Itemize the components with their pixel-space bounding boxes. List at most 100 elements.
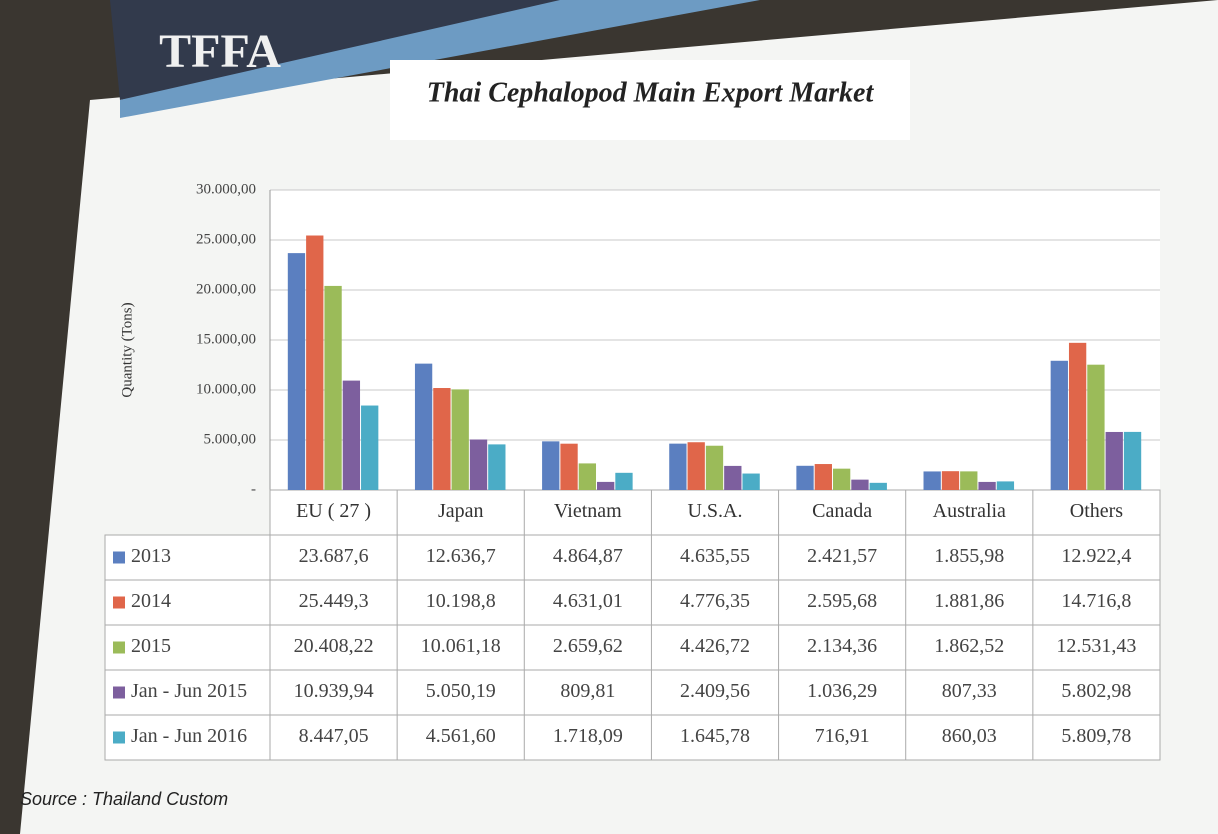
value-label: 807,33 (942, 680, 997, 702)
bar (1105, 431, 1123, 490)
legend-label: Jan - Jun 2016 (131, 725, 247, 747)
legend-label: 2013 (131, 545, 171, 567)
value-label: 5.809,78 (1061, 725, 1131, 747)
value-label: 8.447,05 (299, 725, 369, 747)
value-label: 4.635,55 (680, 545, 750, 567)
chart-title: Thai Cephalopod Main Export Market (427, 77, 875, 108)
bar (941, 471, 960, 490)
bar (287, 253, 306, 490)
bar (851, 479, 869, 490)
y-tick-label: 20.000,00 (196, 281, 256, 297)
legend-swatch (113, 686, 125, 699)
value-label: 5.050,19 (426, 680, 496, 702)
bar (996, 481, 1015, 490)
y-tick-label: 15.000,00 (196, 331, 256, 347)
value-label: 5.802,98 (1061, 680, 1131, 702)
bar (923, 471, 941, 490)
bar (414, 363, 433, 490)
value-label: 10.061,18 (421, 635, 501, 657)
value-label: 716,91 (815, 725, 870, 747)
category-label: Japan (438, 500, 484, 522)
legend-swatch (113, 596, 125, 609)
bar (705, 445, 724, 490)
legend-swatch (113, 551, 125, 564)
bar (542, 441, 560, 490)
value-label: 4.864,87 (553, 545, 623, 567)
bar (433, 388, 451, 490)
bar (469, 439, 488, 490)
category-label: Canada (812, 500, 872, 522)
value-label: 1.036,29 (807, 680, 877, 702)
category-label: Others (1070, 500, 1124, 522)
value-label: 10.939,94 (294, 680, 374, 702)
category-label: Australia (933, 500, 1006, 522)
y-tick-label: 30.000,00 (196, 181, 256, 197)
legend-label: 2015 (131, 635, 171, 657)
bar (796, 465, 814, 490)
legend-swatch (113, 731, 125, 744)
bar (488, 444, 506, 490)
bar (960, 471, 978, 490)
y-tick-label: 10.000,00 (196, 381, 256, 397)
legend-label: Jan - Jun 2015 (131, 680, 247, 702)
value-label: 12.636,7 (426, 545, 496, 567)
bar (832, 468, 851, 490)
bar (324, 285, 342, 490)
value-label: 4.561,60 (426, 725, 496, 747)
source-note: Source : Thailand Custom (20, 789, 228, 809)
value-label: 1.862,52 (934, 635, 1004, 657)
bar (1050, 360, 1068, 490)
value-label: 10.198,8 (426, 590, 496, 612)
bar (669, 443, 687, 490)
value-label: 4.631,01 (553, 590, 623, 612)
y-tick-label: 25.000,00 (196, 231, 256, 247)
bar (724, 465, 742, 490)
value-label: 2.659,62 (553, 635, 623, 657)
value-label: 23.687,6 (299, 545, 369, 567)
category-label: U.S.A. (687, 500, 742, 522)
value-label: 20.408,22 (294, 635, 374, 657)
bar (1123, 431, 1142, 490)
bar (1068, 342, 1087, 490)
bar (615, 472, 633, 490)
bar (597, 481, 615, 490)
bar (869, 482, 887, 490)
value-label: 12.922,4 (1061, 545, 1131, 567)
value-label: 4.776,35 (680, 590, 750, 612)
bar (451, 389, 469, 490)
value-label: 14.716,8 (1061, 590, 1131, 612)
value-label: 1.881,86 (934, 590, 1004, 612)
bar (361, 405, 379, 490)
value-label: 25.449,3 (299, 590, 369, 612)
bar (306, 235, 324, 490)
title-box (390, 60, 910, 140)
bar (560, 443, 578, 490)
bar (978, 481, 996, 490)
table-frame-legend (104, 534, 271, 761)
value-label: 12.531,43 (1056, 635, 1136, 657)
value-label: 2.595,68 (807, 590, 877, 612)
value-label: 2.421,57 (807, 545, 877, 567)
bar (742, 473, 760, 490)
logo: TFFA (159, 25, 281, 78)
legend-label: 2014 (131, 590, 171, 612)
legend-swatch (113, 641, 125, 654)
value-label: 4.426,72 (680, 635, 750, 657)
value-label: 2.409,56 (680, 680, 750, 702)
value-label: 1.645,78 (680, 725, 750, 747)
bar (1087, 364, 1105, 490)
bar (578, 463, 597, 490)
bar (342, 380, 361, 490)
header-stripe (120, 0, 760, 118)
category-label: Vietnam (554, 500, 622, 522)
value-label: 2.134,36 (807, 635, 877, 657)
y-axis-label: Quantity (Tons) (119, 302, 135, 397)
value-label: 1.718,09 (553, 725, 623, 747)
value-label: 860,03 (942, 725, 997, 747)
bar (814, 464, 832, 490)
category-label: EU ( 27 ) (296, 500, 371, 522)
bar (687, 442, 705, 490)
y-tick-label: - (251, 481, 256, 497)
